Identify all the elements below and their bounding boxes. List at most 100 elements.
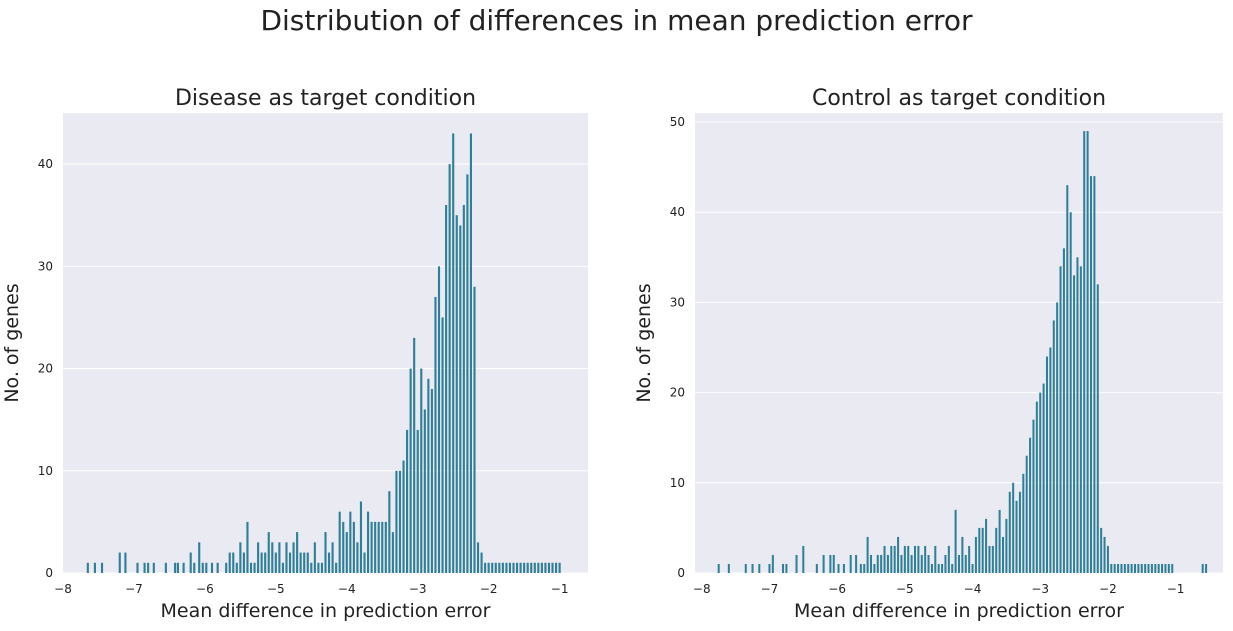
x-tick-label: −6 — [828, 582, 846, 596]
histogram-bar — [93, 562, 96, 573]
histogram-bar — [717, 563, 720, 573]
histogram-bar — [900, 554, 903, 573]
histogram-bar — [370, 521, 373, 573]
histogram-bar — [512, 562, 515, 573]
histogram-bar — [837, 563, 840, 573]
histogram-bar — [744, 563, 747, 573]
histogram-bar — [1045, 356, 1049, 573]
histogram-bar — [515, 562, 519, 573]
histogram-bar — [1056, 302, 1059, 573]
y-tick-label: 40 — [670, 205, 685, 219]
histogram-bar — [815, 563, 818, 573]
histogram-bar — [1144, 563, 1147, 573]
histogram-bar — [974, 536, 977, 573]
histogram-bar — [558, 562, 561, 573]
histogram-bar — [292, 542, 295, 573]
y-tick-label: 50 — [670, 115, 685, 129]
histogram-bar — [324, 532, 327, 573]
histogram-bar — [758, 563, 761, 573]
subplot-control: −8 −7 −6 −5 −4 −3 −2 −1 0 10 20 30 40 50 Control as ta… — [633, 86, 1223, 622]
histogram-bar — [1123, 563, 1126, 573]
x-tick-label: −5 — [267, 582, 285, 596]
histogram-bar — [239, 542, 242, 573]
y-tick-label: 20 — [38, 362, 53, 376]
histogram-bar — [544, 562, 547, 573]
histogram-bar — [338, 511, 341, 573]
histogram-bar — [205, 562, 208, 573]
histogram-bar — [441, 317, 444, 573]
histogram-bar — [352, 521, 355, 573]
histogram-bar — [519, 562, 522, 573]
x-tick-label: −2 — [1099, 582, 1117, 596]
y-tick-label: 30 — [38, 259, 53, 273]
histogram-bar — [523, 562, 526, 573]
x-tick-label: −4 — [338, 582, 356, 596]
histogram-bar — [491, 562, 494, 573]
histogram-bar — [907, 545, 910, 573]
histogram-bar — [1079, 266, 1082, 573]
histogram-bar — [320, 562, 324, 573]
histogram-bar — [842, 563, 845, 573]
histogram-bar — [1103, 536, 1106, 573]
histogram-bar — [924, 545, 927, 573]
histogram-bar — [430, 389, 433, 573]
histogram-bar — [395, 470, 398, 573]
x-axis-label: Mean difference in prediction error — [161, 600, 491, 622]
histogram-bar — [1035, 401, 1038, 573]
histogram-bar — [242, 552, 245, 573]
histogram-bar — [356, 542, 359, 573]
y-axis-label: No. of genes — [633, 283, 655, 402]
histogram-bar — [331, 542, 334, 573]
histogram-bar — [964, 554, 967, 573]
histogram-bar — [751, 563, 754, 573]
histogram-bar — [533, 562, 536, 573]
histogram-bar — [118, 552, 121, 573]
histogram-bar — [1096, 284, 1099, 573]
histogram-bar — [363, 552, 366, 573]
histogram-bar — [174, 562, 177, 573]
histogram-bar — [505, 562, 508, 573]
subplot-disease: −8 −7 −6 −5 −4 −3 −2 −1 0 10 20 30 40 Disease as targ… — [1, 86, 588, 622]
histogram-bar — [1029, 437, 1032, 573]
histogram-bar — [267, 532, 270, 573]
histogram-bar — [1039, 392, 1042, 573]
y-tick-label: 30 — [670, 295, 685, 309]
histogram-bar — [409, 368, 412, 573]
histogram-bar — [296, 532, 299, 573]
histogram-bar — [781, 563, 785, 573]
x-tick-label: −3 — [409, 582, 427, 596]
histogram-bar — [1110, 563, 1113, 573]
histogram-bar — [1073, 275, 1076, 573]
histogram-bar — [1076, 257, 1079, 573]
histogram-bar — [152, 562, 155, 573]
histogram-bar — [880, 554, 883, 573]
histogram-bar — [1066, 185, 1069, 573]
histogram-bar — [345, 532, 348, 573]
histogram-bar — [413, 337, 416, 573]
histogram-bar — [388, 491, 391, 573]
histogram-bar — [998, 509, 1001, 573]
histogram-bar — [501, 562, 504, 573]
histogram-bar — [526, 562, 529, 573]
histogram-bar — [930, 563, 933, 573]
histogram-bar — [480, 552, 483, 573]
histogram-bar — [147, 562, 150, 573]
histogram-bar — [1130, 563, 1133, 573]
histogram-bar — [1164, 563, 1167, 573]
histogram-bar — [303, 552, 306, 573]
histogram-bar — [802, 545, 805, 573]
y-tick-label: 0 — [45, 566, 53, 580]
histogram-bar — [476, 542, 480, 573]
histogram-bar — [920, 554, 923, 573]
histogram-bar — [897, 536, 900, 573]
histogram-bar — [886, 554, 889, 573]
histogram-bar — [988, 545, 991, 573]
histogram-bar — [374, 521, 377, 573]
histogram-bar — [462, 205, 465, 573]
histogram-bar — [249, 562, 253, 573]
histogram-bar — [459, 225, 462, 573]
histogram-bar — [978, 527, 981, 573]
histogram-bar — [727, 563, 730, 573]
histogram-bar — [260, 552, 263, 573]
histogram-bar — [555, 562, 558, 573]
